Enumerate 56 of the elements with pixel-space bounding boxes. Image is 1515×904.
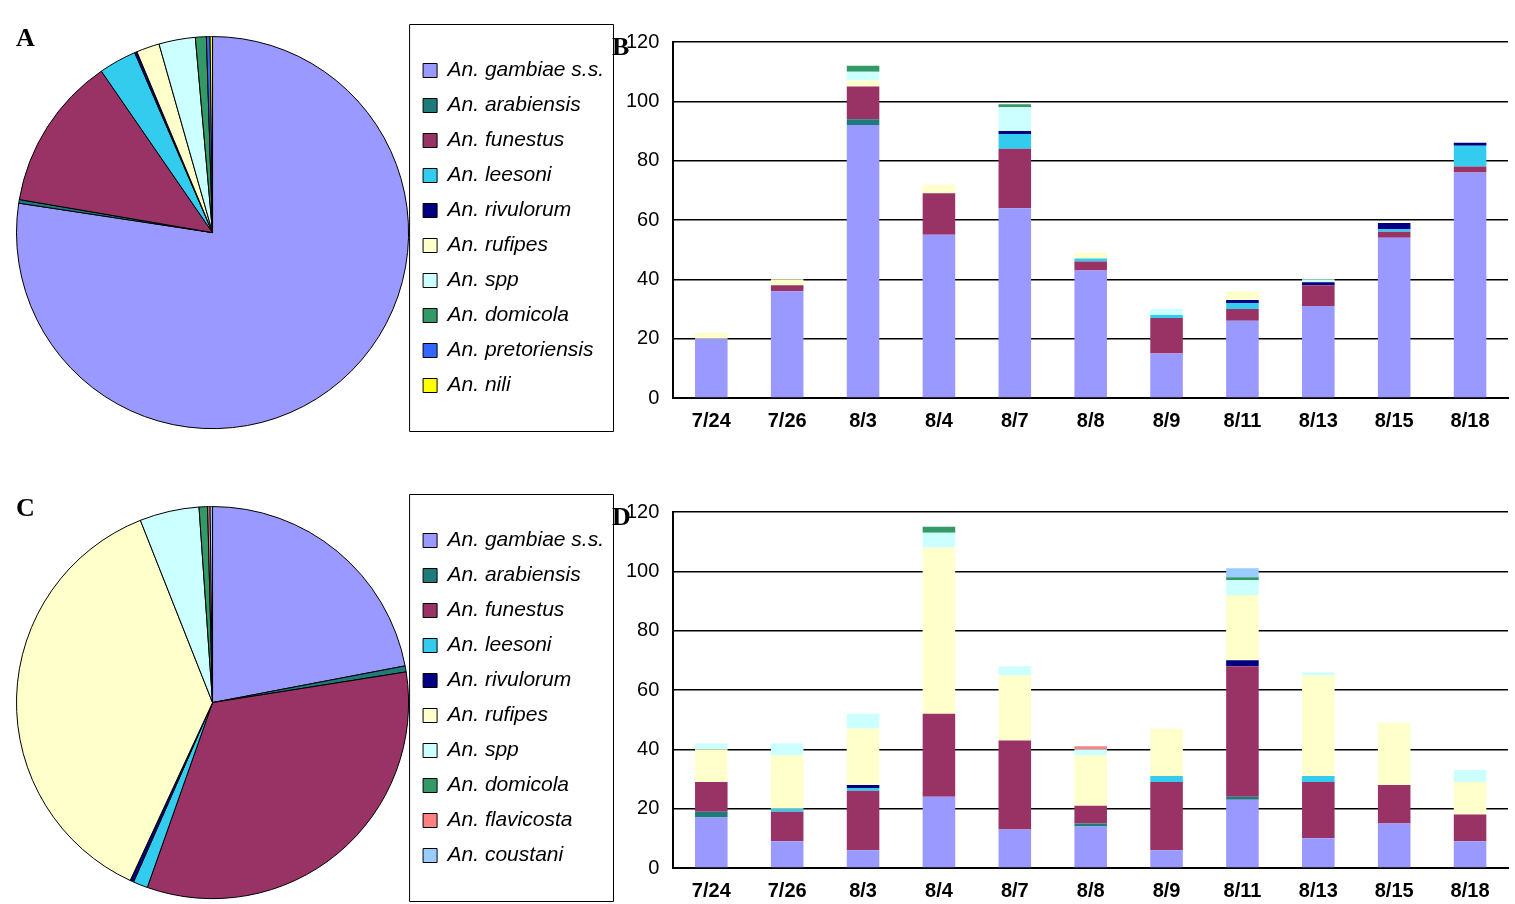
legend-label: An. domicola	[445, 772, 569, 796]
x-tick-label: 7/26	[767, 408, 807, 431]
y-tick-label: 80	[637, 618, 660, 641]
x-tick-label: 8/15	[1374, 408, 1414, 431]
legend-label: An. gambiae s.s.	[445, 57, 605, 81]
x-tick-label: 8/3	[849, 878, 877, 901]
x-tick-label: 8/7	[1000, 408, 1029, 431]
y-tick-label: 0	[648, 385, 660, 408]
x-tick-label: 8/11	[1223, 408, 1262, 431]
y-tick-label: 40	[637, 736, 660, 759]
y-tick-label: 100	[625, 558, 660, 581]
legend-label: An. leesoni	[445, 632, 553, 656]
chart-title: C	[16, 493, 35, 523]
y-tick-label: 40	[637, 266, 660, 289]
legend-label: An. gambiae s.s.	[445, 527, 605, 551]
legend-label: An. rufipes	[445, 232, 549, 256]
chart-title: A	[16, 23, 35, 53]
x-tick-label: 8/3	[849, 408, 877, 431]
y-tick-label: 20	[637, 796, 660, 819]
x-tick-label: 8/7	[1000, 878, 1029, 901]
legend-label: An. flavicosta	[445, 807, 573, 831]
legend-label: An. rivulorum	[445, 197, 572, 221]
y-tick-label: 20	[637, 326, 660, 349]
x-tick-label: 8/4	[925, 878, 954, 901]
y-tick-label: 100	[625, 88, 660, 111]
legend-label: An. leesoni	[445, 162, 553, 186]
legend-label: An. spp	[445, 737, 519, 761]
x-tick-label: 8/18	[1450, 878, 1490, 901]
legend-label: An. spp	[445, 267, 519, 291]
x-tick-label: 8/13	[1298, 878, 1338, 901]
y-tick-label: 60	[637, 207, 660, 230]
legend-label: An. pretoriensis	[445, 337, 594, 361]
legend-label: An. nili	[445, 372, 512, 396]
x-tick-label: 7/26	[767, 878, 807, 901]
x-tick-label: 7/24	[691, 878, 732, 901]
legend-label: An. funestus	[445, 597, 565, 621]
x-tick-label: 8/15	[1374, 878, 1414, 901]
x-tick-label: 8/8	[1076, 878, 1105, 901]
legend-label: An. rivulorum	[445, 667, 572, 691]
legend-label: An. arabiensis	[445, 92, 582, 116]
y-tick-label: 80	[637, 148, 660, 171]
y-tick-label: 0	[648, 855, 660, 878]
legend-label: An. arabiensis	[445, 562, 582, 586]
x-tick-label: 8/9	[1152, 878, 1181, 901]
x-tick-label: 8/18	[1450, 408, 1490, 431]
x-tick-label: 8/4	[925, 408, 954, 431]
legend-label: An. rufipes	[445, 702, 549, 726]
x-tick-label: 8/13	[1298, 408, 1338, 431]
y-tick-label: 60	[637, 677, 660, 700]
x-tick-label: 8/11	[1223, 878, 1262, 901]
x-tick-label: 8/9	[1152, 408, 1181, 431]
legend-label: An. domicola	[445, 302, 569, 326]
legend-label: An. funestus	[445, 127, 565, 151]
x-tick-label: 8/8	[1076, 408, 1105, 431]
legend-label: An. coustani	[445, 842, 565, 866]
x-tick-label: 7/24	[691, 408, 732, 431]
